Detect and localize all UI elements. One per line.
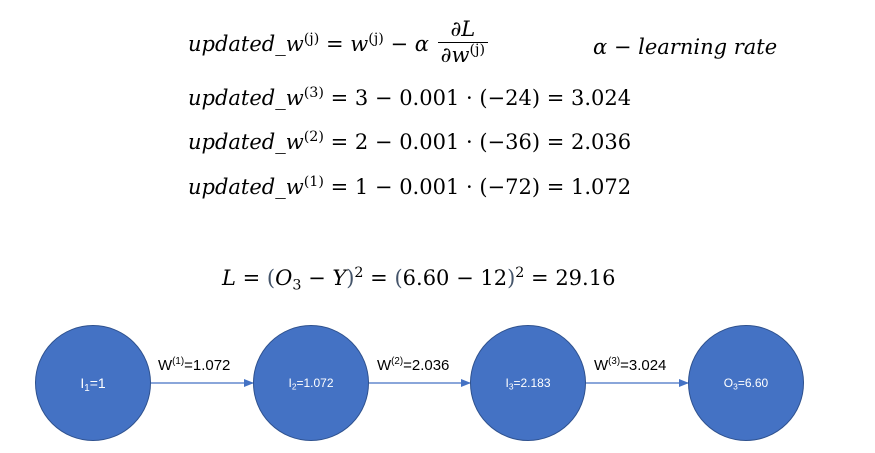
loss-minus-target: − Y: [301, 266, 347, 290]
hidden-node-3: I3=2.183: [470, 325, 586, 441]
loss-lhs: L =: [222, 266, 267, 290]
output-node: O3=6.60: [688, 325, 804, 441]
loss-formula: L = (O3 − Y)2 = (6.60 − 12)2 = 29.16: [222, 265, 616, 292]
update-formula-w1: updated_w(1) = 1 − 0.001 · (−72) = 1.072: [188, 174, 632, 199]
weight-label-3: W(3)=3.024: [594, 356, 667, 374]
loss-open-paren-2: (: [394, 266, 403, 290]
update-formula-w2: updated_w(2) = 2 − 0.001 · (−36) = 2.036: [188, 129, 632, 154]
rule-equals: =: [325, 32, 344, 56]
update-rhs: = 2 − 0.001 · (−36) = 2.036: [323, 130, 632, 154]
loss-output-subscript: 3: [292, 277, 302, 294]
update-rhs: = 1 − 0.001 · (−72) = 1.072: [323, 175, 632, 199]
learning-rate-note: α − learning rate: [593, 35, 778, 59]
loss-square-2: 2: [515, 265, 525, 282]
update-rule-formula: updated_w(j) = w(j) − α ∂L ∂w(j): [188, 19, 490, 69]
loss-square: 2: [354, 265, 364, 282]
update-superscript: (3): [303, 85, 324, 102]
update-lhs: updated_w: [188, 130, 304, 154]
loss-equals: =: [363, 266, 395, 290]
loss-open-paren: (: [266, 266, 276, 290]
fraction-denominator: ∂w(j): [440, 42, 486, 67]
loss-close-paren-2: ): [507, 266, 516, 290]
rule-minus-alpha: − α: [383, 32, 429, 56]
node-label: O3=6.60: [723, 376, 769, 392]
loss-output: O: [275, 266, 293, 290]
gradient-fraction: ∂L ∂w(j): [437, 19, 489, 67]
node-label: I3=2.183: [505, 376, 551, 392]
update-formula-w3: updated_w(3) = 3 − 0.001 · (−24) = 3.024: [188, 85, 632, 110]
loss-values: 6.60 − 12: [402, 266, 508, 290]
weight-label-1: W(1)=1.072: [158, 356, 231, 374]
loss-result: = 29.16: [524, 266, 616, 290]
rule-lhs: updated_w: [188, 32, 304, 56]
weight-label-2: W(2)=2.036: [377, 356, 450, 374]
node-label: I2=1.072: [288, 376, 334, 392]
update-superscript: (2): [303, 129, 324, 146]
update-lhs: updated_w: [188, 175, 304, 199]
update-lhs: updated_w: [188, 86, 304, 110]
rule-weight: w: [350, 32, 369, 56]
fraction-numerator: ∂L: [437, 19, 489, 43]
rule-lhs-superscript: (j): [303, 31, 320, 48]
rule-weight-superscript: (j): [368, 31, 384, 48]
update-rhs: = 3 − 0.001 · (−24) = 3.024: [323, 86, 632, 110]
hidden-node-2: I2=1.072: [253, 325, 369, 441]
input-node-1: I1=1: [35, 325, 151, 441]
node-label: I1=1: [80, 375, 106, 394]
update-superscript: (1): [303, 174, 324, 191]
loss-close-paren: ): [346, 266, 355, 290]
